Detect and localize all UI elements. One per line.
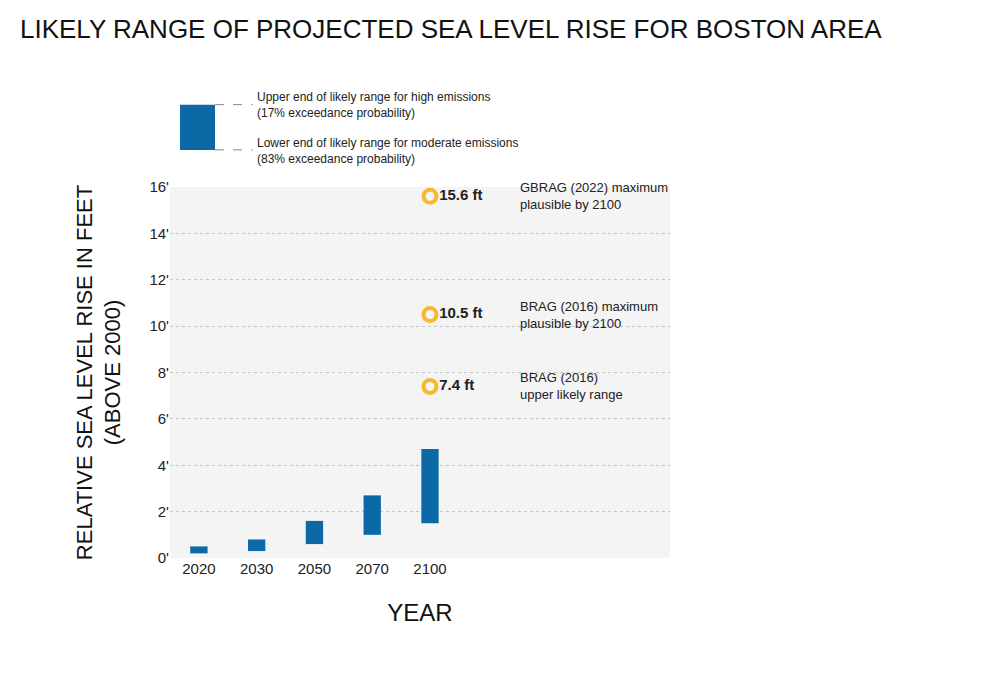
svg-text:7.4 ft: 7.4 ft (439, 376, 474, 393)
svg-text:YEAR: YEAR (387, 599, 452, 626)
svg-text:16': 16' (149, 178, 169, 195)
svg-text:8': 8' (158, 364, 169, 381)
svg-text:RELATIVE SEA LEVEL RISE IN FEE: RELATIVE SEA LEVEL RISE IN FEET(ABOVE 20… (72, 185, 126, 560)
svg-text:2020: 2020 (182, 560, 215, 577)
svg-text:2050: 2050 (298, 560, 331, 577)
svg-text:2100: 2100 (413, 560, 446, 577)
svg-text:2': 2' (158, 503, 169, 520)
svg-text:0': 0' (158, 549, 169, 566)
svg-text:10': 10' (149, 317, 169, 334)
svg-text:12': 12' (149, 271, 169, 288)
svg-text:4': 4' (158, 457, 169, 474)
svg-text:6': 6' (158, 410, 169, 427)
svg-text:Lower end of likely range for: Lower end of likely range for moderate e… (257, 136, 518, 166)
svg-text:Upper end of likely range for: Upper end of likely range for high emiss… (257, 90, 490, 120)
svg-text:2070: 2070 (356, 560, 389, 577)
svg-text:10.5 ft: 10.5 ft (439, 304, 482, 321)
svg-text:14': 14' (149, 225, 169, 242)
svg-text:15.6 ft: 15.6 ft (439, 186, 482, 203)
svg-text:BRAG (2016)upper likely range: BRAG (2016)upper likely range (520, 370, 623, 402)
svg-text:LIKELY RANGE OF PROJECTED SEA: LIKELY RANGE OF PROJECTED SEA LEVEL RISE… (20, 14, 882, 44)
svg-text:BRAG (2016) maximumplausible b: BRAG (2016) maximumplausible by 2100 (520, 299, 658, 331)
svg-text:2030: 2030 (240, 560, 273, 577)
svg-text:GBRAG (2022) maximumplausible: GBRAG (2022) maximumplausible by 2100 (520, 180, 668, 212)
